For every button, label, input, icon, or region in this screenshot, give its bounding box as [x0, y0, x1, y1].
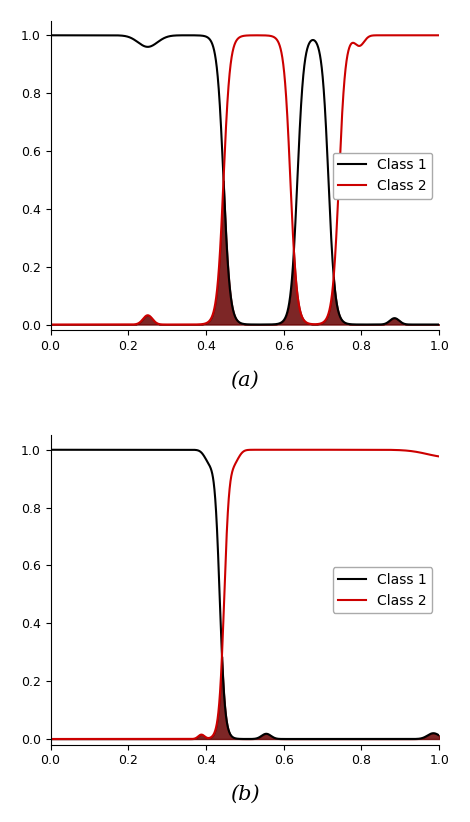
- Class 2: [367, 31, 373, 41]
- Class 2: [301, 445, 307, 455]
- Class 2: [338, 445, 344, 455]
- Class 1: [300, 734, 306, 744]
- Class 1: [437, 731, 442, 741]
- Class 2: [437, 451, 442, 461]
- Class 2: [300, 445, 306, 455]
- Class 1: [281, 734, 287, 744]
- Class 2: [118, 320, 124, 330]
- Class 2: [118, 734, 124, 744]
- Class 2: [281, 445, 287, 455]
- Class 1: [338, 734, 344, 744]
- Legend: Class 1, Class 2: Class 1, Class 2: [333, 567, 432, 613]
- Class 1: [368, 734, 373, 744]
- Class 1: [300, 70, 306, 80]
- Class 2: [196, 731, 202, 741]
- Class 1: [338, 734, 344, 744]
- Text: (b): (b): [230, 785, 260, 804]
- Legend: Class 1, Class 2: Class 1, Class 2: [333, 153, 432, 199]
- Class 2: [196, 320, 202, 330]
- Class 1: [48, 30, 54, 40]
- Class 1: [196, 30, 202, 40]
- Class 1: [48, 445, 54, 455]
- Class 2: [368, 445, 373, 455]
- Line: Class 1: Class 1: [51, 35, 439, 325]
- Class 1: [118, 30, 124, 40]
- Class 2: [437, 30, 442, 40]
- Text: (a): (a): [230, 371, 259, 390]
- Class 1: [437, 320, 442, 330]
- Line: Class 2: Class 2: [51, 450, 439, 739]
- Class 2: [281, 62, 287, 72]
- Line: Class 2: Class 2: [51, 35, 439, 325]
- Class 1: [196, 446, 202, 455]
- Class 2: [300, 314, 306, 324]
- Class 1: [338, 313, 344, 323]
- Class 1: [281, 316, 287, 326]
- Class 2: [48, 320, 54, 330]
- Class 1: [367, 320, 373, 330]
- Class 2: [338, 140, 344, 150]
- Class 1: [118, 445, 124, 455]
- Class 2: [48, 734, 54, 744]
- Line: Class 1: Class 1: [51, 450, 439, 739]
